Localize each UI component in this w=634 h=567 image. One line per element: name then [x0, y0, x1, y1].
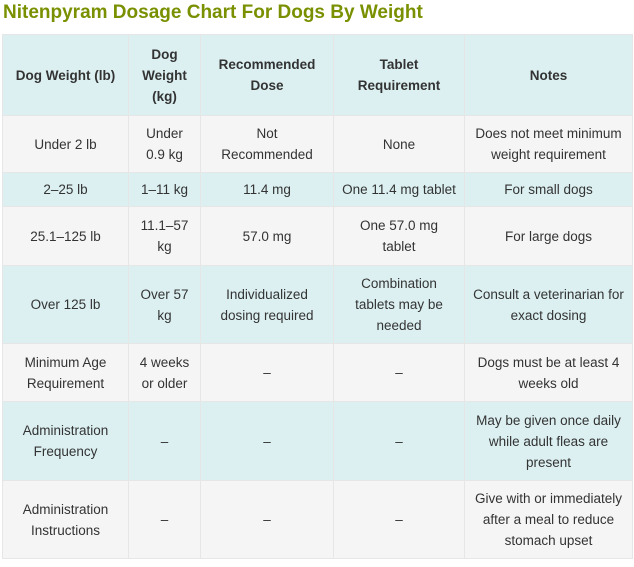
table-cell: Not Recommended	[200, 115, 334, 173]
table-cell: One 57.0 mg tablet	[333, 206, 465, 266]
column-header: Dog Weight (lb)	[2, 34, 129, 116]
table-cell: –	[333, 480, 465, 559]
dosage-table: Dog Weight (lb) Dog Weight (kg) Recommende…	[2, 34, 633, 559]
table-cell: One 11.4 mg tablet	[333, 172, 465, 207]
table-cell: Administration Instructions	[2, 480, 129, 559]
table-cell: For small dogs	[464, 172, 633, 207]
table-cell: –	[200, 343, 334, 402]
table-cell: –	[128, 401, 201, 481]
table-cell: Under 2 lb	[2, 115, 129, 173]
table-cell: Over 125 lb	[2, 265, 129, 344]
table-row: Over 125 lb Over 57 kg Individualized dosi…	[2, 265, 633, 344]
column-header: Notes	[464, 34, 633, 116]
column-header: Recommended Dose	[200, 34, 334, 116]
table-row: 2–25 lb 1–11 kg 11.4 mg One 11.4 mg tablet F…	[2, 172, 633, 207]
header-row: Dog Weight (lb) Dog Weight (kg) Recommende…	[2, 34, 633, 116]
table-cell: Does not meet minimum weight requirement	[464, 115, 633, 173]
title: Nitenpyram Dosage Chart For Dogs By Weig…	[3, 2, 423, 23]
table-cell: Over 57 kg	[128, 265, 201, 344]
table-cell: Administration Frequency	[2, 401, 129, 481]
table-row: 25.1–125 lb 11.1–57 kg 57.0 mg One 57.0 mg …	[2, 206, 633, 266]
table-row: Minimum Age Requirement 4 weeks or older –…	[2, 343, 633, 402]
column-header: Tablet Requirement	[333, 34, 465, 116]
table-cell: Individualized dosing required	[200, 265, 334, 344]
table-cell: Give with or immediately after a meal to…	[464, 480, 633, 559]
table-cell: –	[333, 343, 465, 402]
table-cell: Dogs must be at least 4 weeks old	[464, 343, 633, 402]
table-cell: Consult a veterinarian for exact dosing	[464, 265, 633, 344]
table-cell: –	[200, 401, 334, 481]
table-cell: None	[333, 115, 465, 173]
table-cell: 11.4 mg	[200, 172, 334, 207]
table-cell: –	[128, 480, 201, 559]
table-row: Administration Frequency – – – May be given …	[2, 401, 633, 481]
table-cell: For large dogs	[464, 206, 633, 266]
table-cell: 11.1–57 kg	[128, 206, 201, 266]
table-cell: May be given once daily while adult flea…	[464, 401, 633, 481]
table-cell: –	[200, 480, 334, 559]
table-cell: 25.1–125 lb	[2, 206, 129, 266]
table-cell: Under 0.9 kg	[128, 115, 201, 173]
table-row: Administration Instructions – – – Give with …	[2, 480, 633, 559]
table-cell: 1–11 kg	[128, 172, 201, 207]
column-header: Dog Weight (kg)	[128, 34, 201, 116]
table-cell: Combination tablets may be needed	[333, 265, 465, 344]
table-cell: 57.0 mg	[200, 206, 334, 266]
table-cell: 2–25 lb	[2, 172, 129, 207]
table-row: Under 2 lb Under 0.9 kg Not Recommended Non…	[2, 115, 633, 173]
table-cell: 4 weeks or older	[128, 343, 201, 402]
table-cell: Minimum Age Requirement	[2, 343, 129, 402]
table-cell: –	[333, 401, 465, 481]
